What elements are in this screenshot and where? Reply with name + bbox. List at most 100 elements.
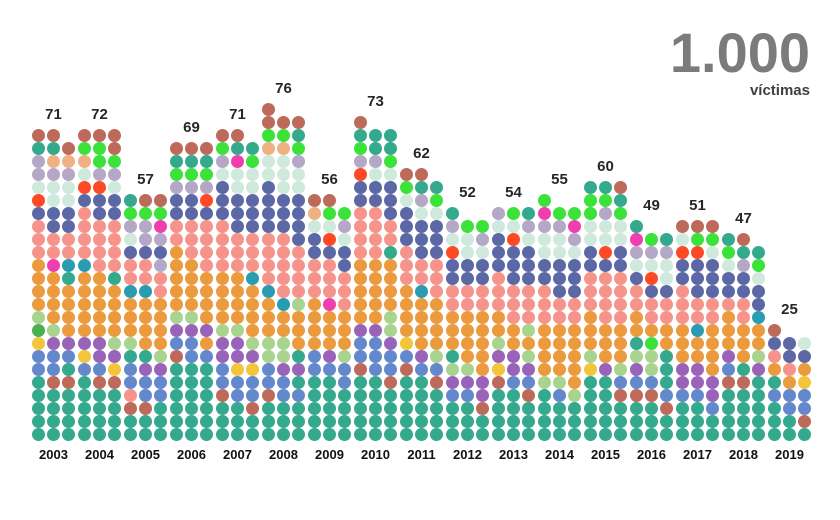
red-orange-dot (676, 246, 689, 259)
teal-green-dot (568, 402, 581, 415)
terracotta-brown-dot (430, 376, 443, 389)
salmon-dot (246, 259, 259, 272)
salmon-dot (614, 298, 627, 311)
orange-dot (415, 337, 428, 350)
teal-green-dot (752, 415, 765, 428)
dot-grid (722, 233, 765, 441)
orange-dot (231, 298, 244, 311)
orange-dot (139, 337, 152, 350)
slate-blue-dot (430, 246, 443, 259)
mint-dot (584, 220, 597, 233)
orange-dot (522, 337, 535, 350)
teal-green-dot (170, 389, 183, 402)
blue-dot (706, 402, 719, 415)
teal-green-dot (262, 402, 275, 415)
teal-green-dot (170, 415, 183, 428)
orange-dot (308, 311, 321, 324)
mint-dot (62, 181, 75, 194)
year-column-2005: 57 2005 (123, 171, 168, 462)
salmon-dot (124, 259, 137, 272)
terracotta-brown-dot (108, 376, 121, 389)
orange-dot (492, 311, 505, 324)
teal-green-dot (768, 428, 781, 441)
lavender-gray-dot (369, 155, 382, 168)
salmon-dot (630, 285, 643, 298)
dot-spacer (384, 116, 397, 129)
dot-grid (768, 324, 811, 441)
teal-green-dot (124, 415, 137, 428)
slate-blue-dot (706, 259, 719, 272)
orange-dot (430, 324, 443, 337)
blue-dot (798, 402, 811, 415)
purple-dot (522, 363, 535, 376)
salmon-dot (124, 272, 137, 285)
orange-dot (292, 324, 305, 337)
blue-dot (231, 376, 244, 389)
teal-green-dot (415, 181, 428, 194)
slate-blue-dot (430, 220, 443, 233)
teal-green-dot (354, 389, 367, 402)
orange-dot (277, 311, 290, 324)
slate-blue-dot (354, 194, 367, 207)
teal-green-dot (323, 402, 336, 415)
lavender-gray-dot (338, 220, 351, 233)
teal-green-dot (338, 415, 351, 428)
orange-dot (415, 311, 428, 324)
mint-dot (400, 194, 413, 207)
slate-blue-dot (691, 272, 704, 285)
teal-green-dot (553, 402, 566, 415)
dot-spacer (752, 233, 765, 246)
magenta-dot (154, 220, 167, 233)
red-orange-dot (32, 194, 45, 207)
salmon-dot (584, 272, 597, 285)
teal-green-dot (676, 415, 689, 428)
year-label: 2003 (39, 447, 68, 462)
sage-green-dot (185, 311, 198, 324)
lavender-gray-dot (32, 168, 45, 181)
orange-dot (78, 311, 91, 324)
dot-spacer (645, 220, 658, 233)
orange-dot (170, 259, 183, 272)
blue-dot (246, 389, 259, 402)
count-label: 52 (459, 184, 476, 201)
slate-blue-dot (706, 285, 719, 298)
slate-blue-dot (492, 259, 505, 272)
bright-green-dot (216, 142, 229, 155)
salmon-dot (323, 259, 336, 272)
slate-blue-dot (47, 207, 60, 220)
blue-dot (154, 376, 167, 389)
salmon-dot (369, 233, 382, 246)
red-orange-dot (78, 181, 91, 194)
blue-dot (93, 363, 106, 376)
teal-green-dot (93, 415, 106, 428)
teal-green-dot (185, 363, 198, 376)
orange-dot (614, 337, 627, 350)
yellow-dot (798, 376, 811, 389)
orange-dot (200, 272, 213, 285)
slate-blue-dot (507, 246, 520, 259)
orange-dot (200, 298, 213, 311)
blue-dot (47, 350, 60, 363)
lavender-gray-dot (568, 233, 581, 246)
teal-green-dot (124, 350, 137, 363)
salmon-dot (216, 246, 229, 259)
bright-green-dot (614, 207, 627, 220)
orange-dot (185, 272, 198, 285)
salmon-dot (200, 220, 213, 233)
salmon-dot (522, 285, 535, 298)
teal-green-dot (32, 142, 45, 155)
teal-green-dot (262, 415, 275, 428)
teal-green-dot (323, 428, 336, 441)
lavender-gray-dot (292, 155, 305, 168)
salmon-dot (538, 298, 551, 311)
slate-blue-dot (185, 194, 198, 207)
salmon-dot (93, 220, 106, 233)
purple-dot (384, 337, 397, 350)
purple-dot (323, 350, 336, 363)
orange-dot (108, 285, 121, 298)
orange-dot (62, 285, 75, 298)
terracotta-brown-dot (706, 220, 719, 233)
yellow-dot (32, 337, 45, 350)
purple-dot (170, 324, 183, 337)
red-orange-dot (354, 168, 367, 181)
